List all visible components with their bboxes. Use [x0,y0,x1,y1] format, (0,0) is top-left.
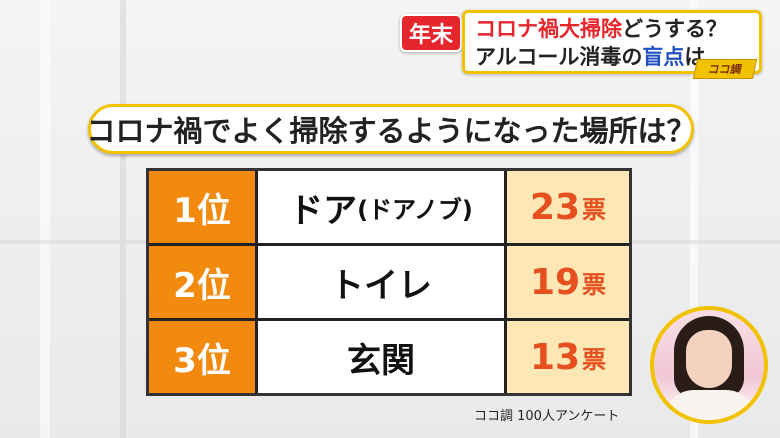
votes-cell: 13 票 [507,321,629,393]
question-banner: コロナ禍でよく掃除するようになった場所は？ [87,104,696,154]
place-cell: トイレ [258,246,504,318]
vote-unit: 票 [582,270,607,299]
program-logo: ココ調 [692,59,758,79]
headline-subject: アルコール消毒の [475,45,643,69]
place-name: 玄関 [347,340,415,381]
background-stripe [40,0,50,438]
vote-count: 19 [529,261,581,303]
vote-unit: 票 [582,195,607,224]
place-cell: ドア (ドアノブ) [258,171,504,243]
vote-unit: 票 [582,345,607,374]
headline-highlight: 盲点 [642,45,685,69]
place-name: ドア [289,190,358,231]
headline-line-1: コロナ禍大掃除どうする？ [475,15,749,43]
presenter-body [664,390,756,420]
survey-source: ココ調 100人アンケート [474,409,620,424]
place-name: トイレ [330,265,432,306]
headline-caption: 年末 コロナ禍大掃除どうする？ アルコール消毒の盲点は ココ調 [400,8,762,79]
rank-cell: 2位 [149,246,255,318]
votes-cell: 19 票 [507,246,629,318]
headline-question: どうする？ [622,17,727,41]
headline-topic: コロナ禍大掃除 [475,17,622,41]
headline-box: コロナ禍大掃除どうする？ アルコール消毒の盲点は ココ調 [462,10,762,79]
presenter-wipe [650,306,768,424]
rank-cell: 3位 [149,321,255,393]
rank-cell: 1位 [149,171,255,243]
year-end-tag: 年末 [400,14,462,52]
votes-cell: 23 票 [507,171,629,243]
vote-count: 23 [529,186,581,228]
ranking-table: 1位 ドア (ドアノブ) 23 票 2位 トイレ 19 票 3位 玄関 13 票 [146,168,632,396]
background-stripe [690,0,698,438]
presenter-face [686,330,732,388]
place-cell: 玄関 [258,321,504,393]
headline-line-2: アルコール消毒の盲点は [475,43,749,71]
place-note: (ドアノブ) [357,195,473,224]
vote-count: 13 [529,336,581,378]
background-stripe [120,0,126,438]
